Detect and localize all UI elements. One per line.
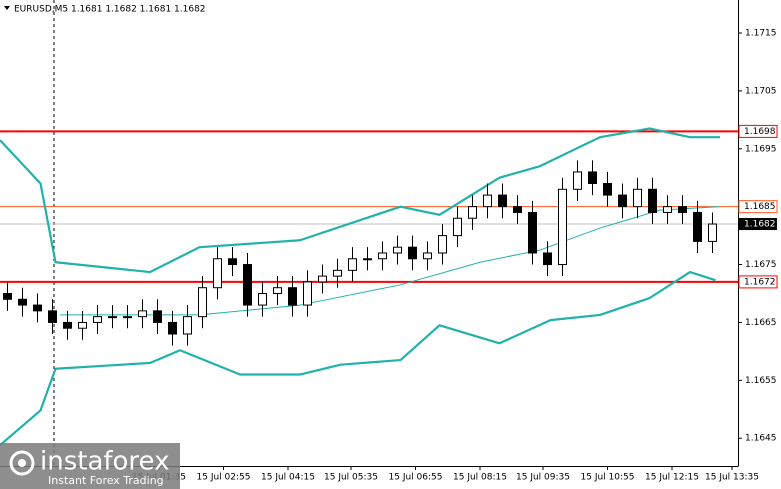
candle-body <box>183 316 192 335</box>
level-tag-label: 1.1685 <box>744 202 776 212</box>
candle-body <box>633 188 642 208</box>
logo-box <box>0 443 180 489</box>
candle-body <box>378 252 387 260</box>
candle-body <box>258 292 267 306</box>
y-tick-label: 1.1715 <box>745 28 777 38</box>
candle-body <box>213 258 222 289</box>
candle-body <box>318 275 327 283</box>
candle-body <box>93 316 102 323</box>
level-tag-label: 1.1698 <box>744 127 776 137</box>
candle-body <box>288 287 297 306</box>
candle-body <box>558 188 567 266</box>
candle-body <box>498 194 507 208</box>
x-tick-label: 15 Jul 09:35 <box>516 473 570 483</box>
candle-body <box>543 252 552 266</box>
candle-body <box>423 252 432 260</box>
logo-icon-dot <box>18 459 26 467</box>
candle-body <box>528 211 537 254</box>
candle-body <box>78 321 87 329</box>
menu-arrow[interactable] <box>4 6 10 10</box>
candle-body <box>618 194 627 208</box>
x-tick-label: 15 Jul 08:15 <box>453 473 507 483</box>
candle-body <box>648 188 657 213</box>
candle-body <box>438 235 447 254</box>
candle-body <box>588 171 597 185</box>
candle-body <box>663 206 672 213</box>
logo-brand: instaforex <box>40 447 169 477</box>
current-price-tag <box>739 218 777 231</box>
current-price-label: 1.1682 <box>744 220 776 230</box>
band-middle <box>60 206 721 316</box>
candle-body <box>228 258 237 266</box>
band-upper <box>0 127 720 274</box>
chart-title: EURUSD,M5 1.1681 1.1682 1.1681 1.1682 <box>14 5 206 15</box>
candle-body <box>693 211 702 242</box>
candle-body <box>348 258 357 271</box>
level-tag <box>738 275 778 289</box>
x-tick-label: 15 Jul 04:15 <box>261 473 315 483</box>
level-tag-label: 1.1672 <box>744 277 776 287</box>
x-tick-label: 15 Jul 02:55 <box>197 473 251 483</box>
candle-body <box>708 223 717 242</box>
x-tick-label: 15 Jul 05:35 <box>324 473 378 483</box>
candle-body <box>48 310 57 323</box>
candle-body <box>153 310 162 323</box>
candle-body <box>273 287 282 294</box>
candle-body <box>303 281 312 306</box>
candle-body <box>573 171 582 190</box>
logo-tagline: Instant Forex Trading <box>48 474 164 487</box>
candle-body <box>198 287 207 318</box>
y-tick-label: 1.1665 <box>745 318 777 328</box>
candle-body <box>453 217 462 237</box>
candle-body <box>63 321 72 329</box>
candle-body <box>483 194 492 208</box>
candle-body <box>408 246 417 260</box>
candle-body <box>513 206 522 213</box>
band-lower <box>0 270 716 446</box>
candle-body <box>363 258 372 261</box>
level-tag <box>738 200 778 214</box>
candle-body <box>33 304 42 312</box>
y-tick-label: 1.1695 <box>745 144 777 154</box>
y-tick-label: 1.1705 <box>745 86 777 96</box>
x-tick-label: 15 Jul 06:55 <box>389 473 443 483</box>
plot-area <box>0 0 738 466</box>
x-tick-label: 15 Jul 12:15 <box>645 473 699 483</box>
candle-body <box>678 206 687 213</box>
candle-body <box>603 183 612 196</box>
y-tick-label: 1.1645 <box>745 434 777 444</box>
y-tick-label: 1.1655 <box>745 376 777 386</box>
candle-body <box>138 310 147 318</box>
candle-body <box>333 269 342 277</box>
candle-body <box>3 292 12 300</box>
candle-body <box>243 264 252 306</box>
candle-body <box>108 316 117 319</box>
y-tick-label: 1.1675 <box>745 260 777 270</box>
level-tag <box>738 124 778 138</box>
logo: instaforex Instant Forex Trading <box>0 443 180 489</box>
logo-icon <box>9 450 35 476</box>
candle-body <box>468 206 477 219</box>
x-tick-label: 15 Jul 10:55 <box>581 473 635 483</box>
x-tick-label: 15 Jul 13:35 <box>705 473 759 483</box>
candle-body <box>18 298 27 306</box>
candle-body <box>123 316 132 319</box>
candle-body <box>393 246 402 254</box>
candle-body <box>168 321 177 335</box>
